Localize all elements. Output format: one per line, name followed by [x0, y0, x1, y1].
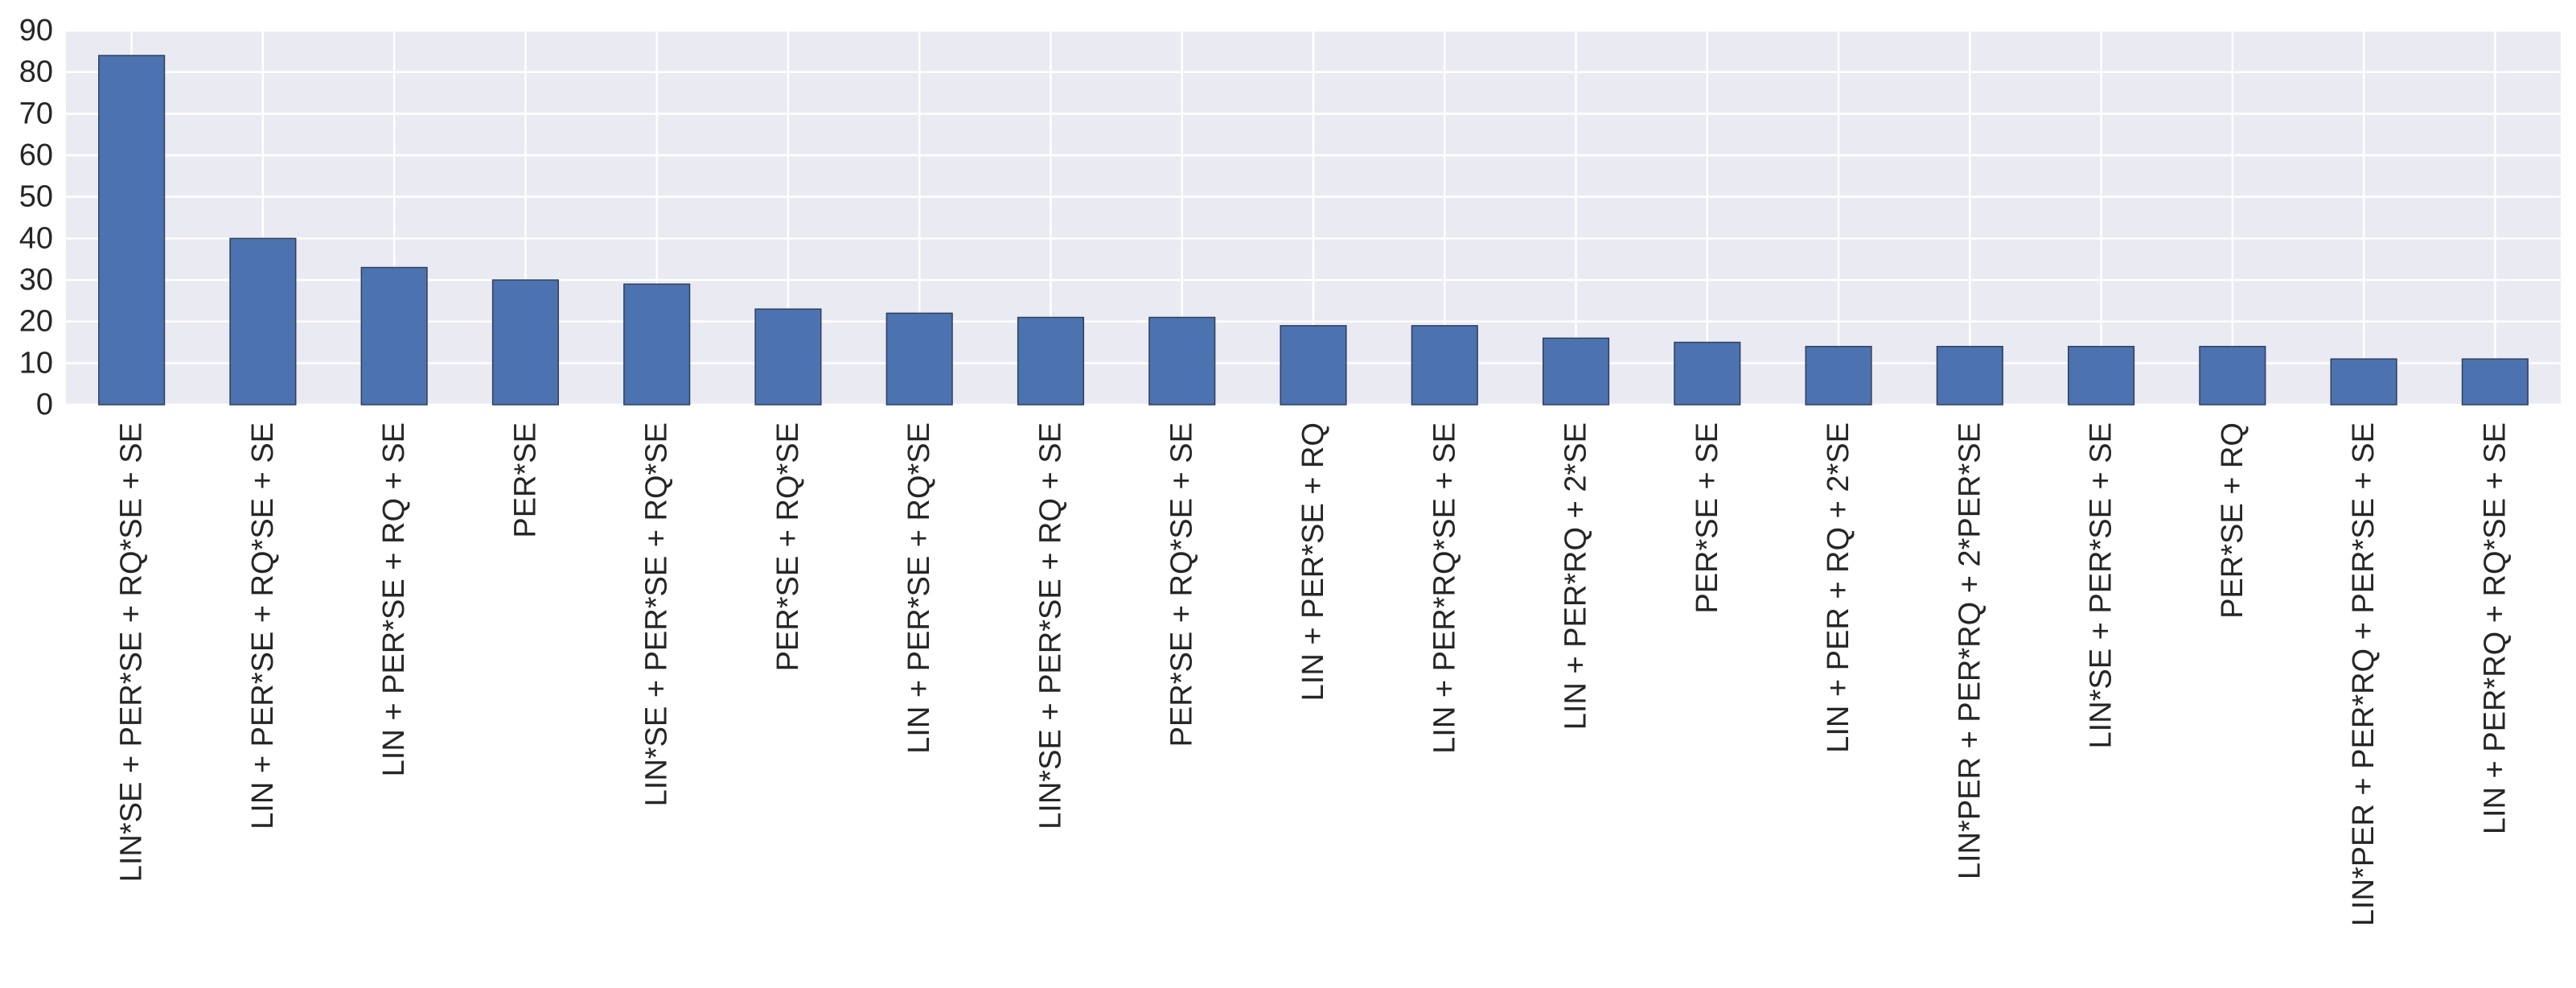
x-tick-label: LIN*SE + PER*SE + RQ + SE [1033, 422, 1067, 830]
x-tick-label: PER*SE + RQ*SE + SE [1165, 422, 1199, 747]
bar [360, 266, 428, 405]
x-tick-label: PER*SE + RQ*SE [771, 422, 805, 671]
bar [1674, 341, 1741, 405]
x-tick-label: LIN + PER + RQ + 2*SE [1822, 422, 1855, 753]
bar [229, 237, 297, 405]
bar [623, 283, 691, 405]
x-tick-label: LIN*PER + PER*RQ + 2*PER*SE [1953, 422, 1986, 879]
x-tick-label: LIN*SE + PER*SE + RQ*SE [640, 422, 674, 806]
y-tick-label: 80 [19, 56, 53, 89]
bar [1542, 337, 1610, 405]
y-tick-label: 0 [36, 388, 53, 422]
x-tick-label: LIN + PER*RQ + RQ*SE + SE [2478, 422, 2512, 834]
y-tick-label: 20 [19, 305, 53, 339]
bars [98, 55, 2529, 405]
bar [1280, 325, 1347, 405]
y-tick-label: 10 [19, 346, 53, 380]
x-tick-label: PER*SE + RQ [2216, 422, 2249, 619]
bar [2461, 358, 2529, 405]
bar [1936, 345, 2003, 405]
x-tick-label: LIN*PER + PER*RQ + PER*SE + SE [2347, 422, 2381, 926]
bar [491, 279, 559, 405]
y-tick-label: 60 [19, 138, 53, 172]
bar [1411, 325, 1478, 405]
x-tick-label: LIN + PER*RQ + 2*SE [1559, 422, 1593, 730]
bar [2068, 345, 2135, 405]
bar [2330, 358, 2397, 405]
y-tick-label: 40 [19, 221, 53, 255]
y-tick-label: 70 [19, 97, 53, 130]
bar [1805, 345, 1872, 405]
x-axis-tick-labels: LIN*SE + PER*SE + RQ*SE + SE LIN + PER*SE… [115, 422, 2512, 926]
x-tick-label: LIN + PER*SE + RQ [1296, 422, 1330, 701]
x-tick-label: LIN + PER*SE + RQ*SE + SE [246, 422, 280, 830]
x-tick-label: LIN + PER*SE + RQ + SE [377, 422, 411, 776]
bar [1148, 316, 1216, 405]
x-tick-label: LIN + PER*SE + RQ*SE [902, 422, 936, 754]
x-tick-label: PER*SE [508, 422, 542, 538]
bar [98, 55, 166, 405]
x-tick-label: PER*SE + SE [1691, 422, 1724, 614]
bar [885, 312, 953, 405]
y-axis-tick-labels: 0 10 20 30 40 50 60 70 80 90 [19, 14, 53, 422]
y-tick-label: 90 [19, 14, 53, 47]
x-tick-label: LIN*SE + PER*SE + RQ*SE + SE [115, 422, 149, 882]
y-tick-label: 30 [19, 263, 53, 297]
bar [754, 308, 822, 405]
y-tick-label: 50 [19, 180, 53, 214]
x-tick-label: LIN*SE + PER*SE + SE [2085, 422, 2118, 749]
bar [1017, 316, 1085, 405]
bar [2199, 345, 2266, 405]
x-tick-label: LIN + PER*RQ*SE + SE [1428, 422, 1461, 754]
